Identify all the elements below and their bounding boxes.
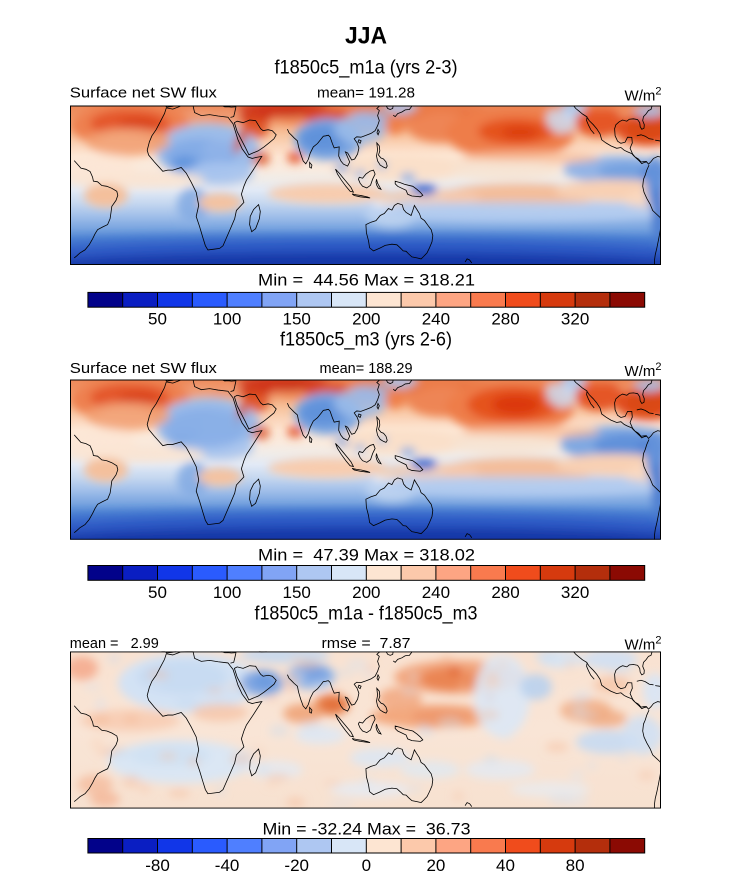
- svg-text:-80: -80: [145, 856, 170, 875]
- svg-text:mean= 191.28: mean= 191.28: [317, 84, 415, 101]
- svg-text:rmse = 7.87: rmse = 7.87: [322, 635, 411, 652]
- svg-text:200: 200: [352, 310, 380, 329]
- svg-text:W/m2: W/m2: [625, 635, 662, 654]
- svg-text:mean= 188.29: mean= 188.29: [320, 360, 413, 377]
- svg-text:JJA: JJA: [345, 22, 387, 49]
- svg-text:f1850c5_m3 (yrs 2-6): f1850c5_m3 (yrs 2-6): [280, 329, 452, 351]
- svg-text:200: 200: [352, 583, 380, 602]
- svg-text:-40: -40: [215, 856, 240, 875]
- svg-text:Min = 44.56 Max = 318.21: Min = 44.56 Max = 318.21: [258, 271, 475, 289]
- svg-text:150: 150: [283, 310, 311, 329]
- svg-text:240: 240: [422, 583, 450, 602]
- svg-text:Surface net SW flux: Surface net SW flux: [70, 360, 218, 377]
- svg-text:320: 320: [561, 310, 589, 329]
- svg-text:20: 20: [426, 856, 445, 875]
- svg-text:Surface net SW flux: Surface net SW flux: [70, 84, 218, 101]
- svg-text:0: 0: [362, 856, 371, 875]
- svg-text:280: 280: [491, 310, 519, 329]
- svg-text:-20: -20: [284, 856, 309, 875]
- svg-text:80: 80: [566, 856, 585, 875]
- svg-text:100: 100: [213, 583, 241, 602]
- svg-text:240: 240: [422, 310, 450, 329]
- svg-text:W/m2: W/m2: [625, 86, 662, 105]
- svg-text:Min = -32.24 Max = 36.73: Min = -32.24 Max = 36.73: [263, 821, 471, 839]
- svg-text:320: 320: [561, 583, 589, 602]
- svg-text:f1850c5_m1a - f1850c5_m3: f1850c5_m1a - f1850c5_m3: [255, 603, 478, 625]
- svg-text:50: 50: [148, 583, 167, 602]
- svg-text:f1850c5_m1a (yrs 2-3): f1850c5_m1a (yrs 2-3): [275, 57, 458, 79]
- svg-text:50: 50: [148, 310, 167, 329]
- svg-text:40: 40: [496, 856, 515, 875]
- svg-text:Min = 47.39 Max = 318.02: Min = 47.39 Max = 318.02: [258, 547, 475, 565]
- svg-text:mean = 2.99: mean = 2.99: [70, 635, 159, 652]
- svg-text:W/m2: W/m2: [625, 361, 662, 380]
- svg-text:150: 150: [283, 583, 311, 602]
- svg-text:100: 100: [213, 310, 241, 329]
- svg-text:280: 280: [491, 583, 519, 602]
